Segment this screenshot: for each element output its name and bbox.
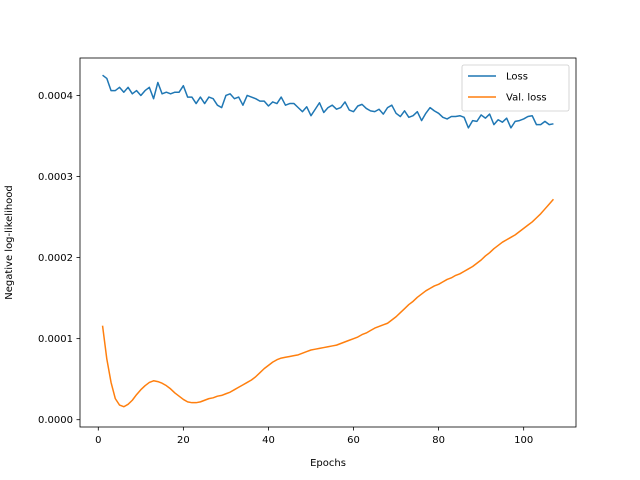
legend-label-2: Val. loss: [506, 93, 547, 104]
x-axis-label: Epochs: [310, 458, 346, 469]
y-tick-label: 0.0004: [38, 91, 73, 102]
x-tick-label: 20: [177, 435, 190, 446]
x-tick-label: 40: [262, 435, 275, 446]
y-tick-label: 0.0000: [38, 415, 73, 426]
series-line-1: [102, 74, 554, 129]
x-tick-label: 60: [347, 435, 360, 446]
y-tick-label: 0.0003: [38, 172, 73, 183]
plot-area: [101, 74, 555, 408]
y-tick-label: 0.0001: [38, 334, 73, 345]
y-tick-label: 0.0002: [38, 253, 73, 264]
axes: 0 20 40 60 80 100 0.0000 0.0001 0.0002 0.0003 0.00…: [4, 57, 577, 469]
axes-frame: [79, 57, 577, 428]
legend-label-1: Loss: [506, 72, 528, 83]
x-tick-label: 80: [432, 435, 445, 446]
y-axis-label: Negative log-likelihood: [4, 185, 15, 300]
x-tick-label: 100: [514, 435, 533, 446]
series-line-2: [101, 198, 555, 408]
x-tick-label: 0: [95, 435, 101, 446]
legend: Loss Val. loss: [461, 64, 570, 112]
